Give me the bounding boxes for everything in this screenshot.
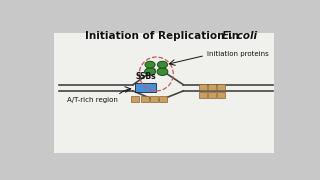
Text: A/T-rich region: A/T-rich region <box>67 97 118 103</box>
Bar <box>54 33 274 152</box>
Bar <box>199 92 207 98</box>
Text: SSBs: SSBs <box>135 72 156 81</box>
Bar <box>159 96 167 102</box>
Bar <box>218 84 225 90</box>
Ellipse shape <box>157 68 168 75</box>
Bar <box>141 96 148 102</box>
Bar <box>134 83 156 93</box>
Bar <box>150 96 158 102</box>
Bar <box>218 92 225 98</box>
Bar <box>208 84 216 90</box>
Bar <box>208 92 216 98</box>
Text: E. coli: E. coli <box>222 31 257 41</box>
Bar <box>199 84 207 90</box>
Text: Initiation proteins: Initiation proteins <box>207 51 268 57</box>
Text: Initiation of Replication in: Initiation of Replication in <box>85 31 243 41</box>
Bar <box>132 96 139 102</box>
Ellipse shape <box>145 61 155 68</box>
Ellipse shape <box>145 68 156 75</box>
Ellipse shape <box>157 61 167 68</box>
